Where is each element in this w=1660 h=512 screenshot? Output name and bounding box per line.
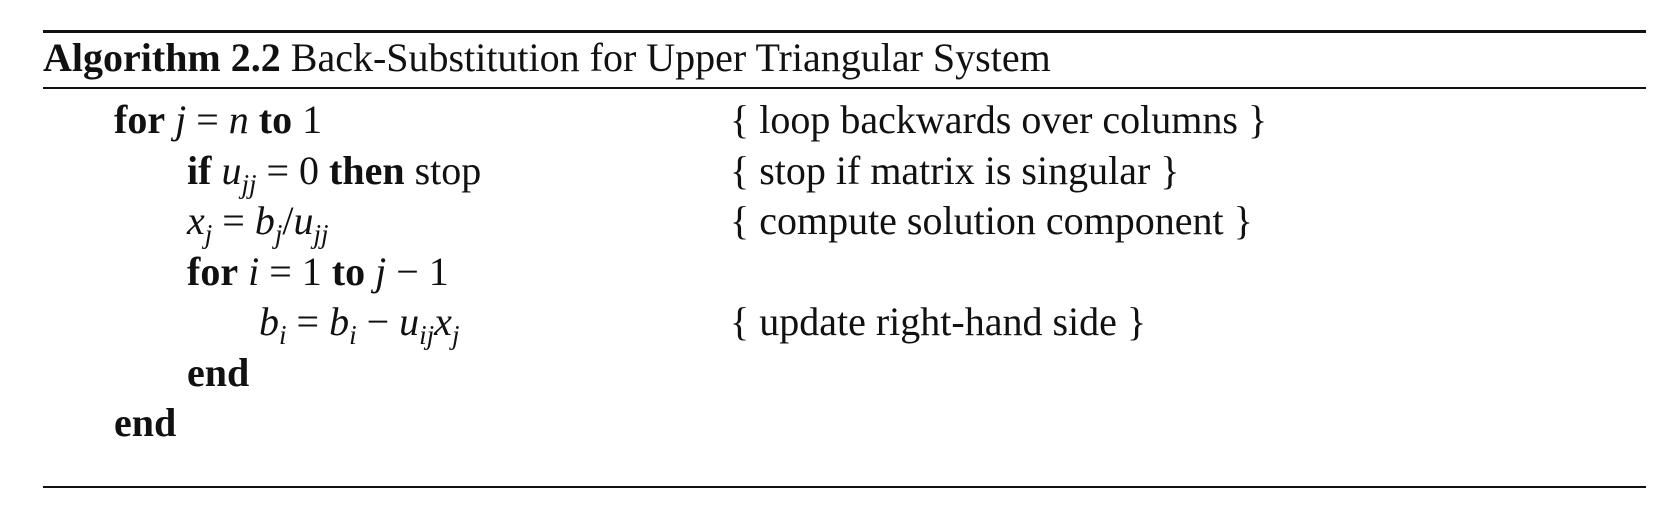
var-j: j bbox=[175, 97, 187, 142]
var-j: j bbox=[375, 249, 387, 294]
division-slash: / bbox=[282, 198, 294, 243]
equals: = bbox=[186, 97, 229, 142]
keyword-for: for bbox=[187, 249, 239, 294]
keyword-end: end bbox=[187, 350, 250, 395]
comment-update-rhs: { update right-hand side } bbox=[730, 299, 1147, 344]
line-end-inner: end bbox=[187, 347, 249, 399]
subscript-j: j bbox=[451, 320, 460, 350]
keyword-end: end bbox=[114, 400, 177, 445]
algorithm-title: Back-Substitution for Upper Triangular S… bbox=[290, 35, 1051, 80]
line-if-singular: if ujj = 0 then stop bbox=[187, 145, 482, 199]
var-u: u bbox=[293, 198, 314, 243]
comment-stop-singular: { stop if matrix is singular } bbox=[730, 148, 1180, 193]
comment-loop-backwards: { loop backwards over columns } bbox=[730, 97, 1268, 142]
bottom-rule bbox=[43, 486, 1646, 488]
subscript-i: i bbox=[279, 320, 287, 350]
subscript-ij: ij bbox=[419, 320, 435, 350]
minus-one: − 1 bbox=[386, 249, 449, 294]
var-b: b bbox=[254, 198, 275, 243]
line-compute-x: xj = bj/ujj bbox=[187, 195, 329, 249]
comment-compute-solution: { compute solution component } bbox=[730, 198, 1253, 243]
algorithm-caption: Algorithm 2.2 Back-Substitution for Uppe… bbox=[43, 35, 1051, 81]
subscript-j: j bbox=[204, 219, 213, 249]
keyword-then: then bbox=[329, 148, 405, 193]
subscript-jj: jj bbox=[313, 219, 329, 249]
minus: − bbox=[356, 299, 400, 344]
algorithm-label: Algorithm 2.2 bbox=[43, 35, 281, 80]
top-rule bbox=[43, 30, 1646, 33]
subscript-j: j bbox=[274, 219, 283, 249]
keyword-for: for bbox=[114, 97, 166, 142]
line-update-b: bi = bi − uijxj bbox=[259, 296, 460, 350]
var-x: x bbox=[187, 198, 205, 243]
var-b: b bbox=[329, 299, 350, 344]
equals-one: = 1 bbox=[259, 249, 332, 294]
stop-action: stop bbox=[404, 148, 482, 193]
equals-zero: = 0 bbox=[256, 148, 330, 193]
line-for-inner: for i = 1 to j − 1 bbox=[187, 246, 449, 298]
line-end-outer: end bbox=[114, 397, 176, 449]
keyword-to: to bbox=[258, 97, 293, 142]
subscript-jj: jj bbox=[241, 169, 257, 199]
var-b: b bbox=[259, 299, 279, 344]
line-for-outer: for j = n to 1 bbox=[114, 94, 322, 146]
algorithm-block: Algorithm 2.2 Back-Substitution for Uppe… bbox=[43, 30, 1646, 490]
subscript-i: i bbox=[349, 320, 357, 350]
var-u: u bbox=[221, 148, 242, 193]
equals: = bbox=[212, 198, 255, 243]
var-i: i bbox=[248, 249, 260, 294]
keyword-to: to bbox=[331, 249, 366, 294]
equals: = bbox=[286, 299, 330, 344]
loop-end-value: 1 bbox=[302, 97, 323, 142]
var-u: u bbox=[399, 299, 420, 344]
var-x: x bbox=[434, 299, 452, 344]
var-n: n bbox=[228, 97, 249, 142]
caption-rule bbox=[43, 87, 1646, 89]
keyword-if: if bbox=[187, 148, 212, 193]
